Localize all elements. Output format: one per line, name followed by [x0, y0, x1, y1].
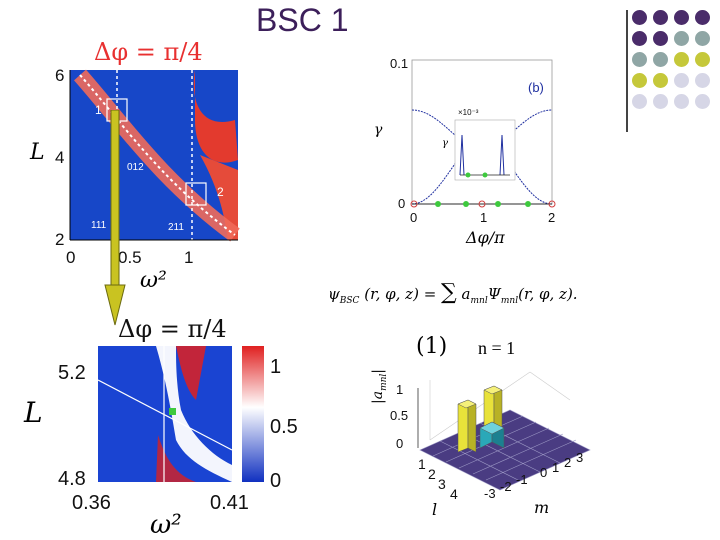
ytick: 5.2	[58, 362, 86, 384]
top-ylabel: L	[30, 140, 45, 165]
m-tick: 2	[564, 455, 572, 470]
n-label: n = 1	[478, 338, 516, 358]
decor-dot	[695, 52, 710, 67]
inset-plot	[454, 119, 516, 181]
gamma-plot	[410, 59, 556, 208]
xtick: 1	[184, 248, 194, 267]
bar-ylabel: m	[534, 498, 550, 517]
m-tick: -3	[484, 486, 496, 501]
l-tick: 2	[428, 466, 436, 482]
bsc-equation: ψBSC (r, φ, z) = ∑ amnlΨmnl(r, φ, z).	[328, 280, 578, 306]
xtick: 0	[410, 210, 418, 225]
ytick: 6	[55, 66, 65, 85]
right-xlabel: Δφ/π	[466, 228, 505, 247]
xtick: 0.36	[72, 492, 111, 514]
xtick: 0.41	[210, 492, 249, 514]
decor-dot	[632, 10, 647, 25]
region-label-1: 1	[95, 103, 102, 117]
ytick: 4.8	[58, 468, 86, 490]
region-label-2: 2	[217, 185, 224, 199]
red-region-upper	[193, 70, 238, 163]
decor-dot	[653, 52, 668, 67]
red-region-right	[200, 155, 238, 240]
inset-scale: ×10⁻³	[458, 108, 479, 117]
xtick: 2	[548, 210, 556, 225]
colorbar-tick: 0	[270, 470, 282, 492]
decor-dot	[695, 10, 710, 25]
ytick: 0.1	[390, 56, 409, 71]
right-ylabel: γ	[374, 122, 383, 138]
decor-dot	[653, 10, 668, 25]
slide-title: BSC 1	[256, 2, 349, 38]
top-xlabel: ω²	[140, 268, 167, 293]
decor-divider	[626, 10, 628, 132]
top-plot-heading: Δφ = π/4	[94, 38, 203, 66]
top-left-heatmap: 1 2 012 111 211	[69, 69, 240, 242]
zoom-arrow	[104, 110, 126, 326]
bottom-left-heatmap	[97, 346, 264, 482]
l-tick: 4	[450, 486, 458, 502]
bar-xlabel: l	[432, 500, 438, 519]
decor-dot-grid	[632, 10, 716, 116]
decor-dot	[632, 73, 647, 88]
bar-zlabel: |amnl|	[370, 368, 389, 404]
decor-dot	[695, 73, 710, 88]
decor-dot	[632, 31, 647, 46]
diagonal-band	[74, 69, 240, 242]
bar-teal	[479, 421, 505, 449]
decor-dot	[695, 94, 710, 109]
ztick: 1	[396, 382, 404, 397]
colorbar	[242, 346, 264, 482]
decor-dot	[674, 10, 689, 25]
bar-yellow-1	[457, 399, 477, 453]
decor-dot	[653, 31, 668, 46]
region-label-012: 012	[127, 162, 144, 173]
xtick: 1	[480, 210, 488, 225]
region-label-111: 111	[91, 220, 107, 231]
colorbar-tick: 1	[270, 356, 282, 378]
xtick: 0.5	[118, 248, 142, 267]
ytick: 2	[55, 230, 65, 249]
bar-plot-3d	[417, 371, 591, 491]
inset-ylabel: γ	[442, 138, 448, 149]
decor-dot	[632, 94, 647, 109]
m-tick: 1	[552, 460, 560, 475]
roi-box-2	[185, 182, 207, 206]
panel-label-b: (b)	[528, 80, 544, 95]
decor-dot	[674, 94, 689, 109]
bsc-point-marker	[169, 408, 176, 415]
decor-dot	[653, 73, 668, 88]
panel-label-1: (1)	[416, 334, 448, 359]
decor-dot	[674, 52, 689, 67]
m-tick: 3	[576, 450, 584, 465]
ytick: 0	[398, 196, 406, 211]
xtick: 0	[66, 248, 76, 267]
m-tick: -1	[516, 472, 528, 487]
bottom-plot-heading: Δφ = π/4	[118, 315, 227, 343]
l-tick: 1	[418, 456, 426, 472]
decor-dot	[695, 31, 710, 46]
region-label-211: 211	[168, 222, 184, 233]
decor-dot	[674, 73, 689, 88]
colorbar-tick: 0.5	[270, 416, 298, 438]
decor-dot	[674, 31, 689, 46]
decor-dot	[653, 94, 668, 109]
ztick: 0.5	[390, 408, 409, 423]
ytick: 4	[55, 148, 65, 167]
l-tick: 3	[438, 476, 446, 492]
bottom-xlabel: ω²	[150, 510, 182, 540]
decor-dot	[632, 52, 647, 67]
ztick: 0	[396, 436, 404, 451]
bottom-ylabel: L	[24, 396, 43, 429]
m-tick: 0	[540, 465, 548, 480]
m-tick: -2	[500, 479, 512, 494]
